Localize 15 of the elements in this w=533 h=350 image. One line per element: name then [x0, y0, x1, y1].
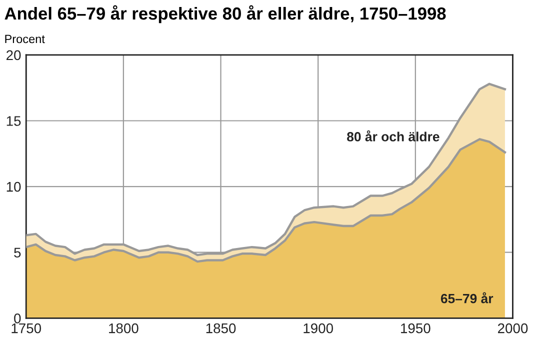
x-tick-label: 1950 — [401, 323, 430, 334]
x-tick-label: 1850 — [206, 323, 236, 334]
y-tick-label: 10 — [6, 182, 21, 192]
y-tick-label: 15 — [6, 116, 21, 126]
x-tick-label: 1800 — [109, 323, 138, 334]
x-tick-label: 2000 — [498, 323, 528, 334]
y-tick-label: 5 — [14, 248, 21, 258]
series-label: 80 år och äldre — [347, 130, 440, 142]
x-tick-label: 1750 — [12, 323, 42, 334]
y-axis-title: Procent — [5, 34, 45, 44]
y-tick-label: 0 — [14, 313, 21, 324]
series-label: 65–79 år — [440, 292, 494, 304]
x-tick-label: 1900 — [304, 323, 333, 334]
y-tick-label: 20 — [6, 50, 21, 60]
chart-title: Andel 65–79 år respektive 80 år eller äldre, 1750–1998 — [4, 5, 446, 24]
